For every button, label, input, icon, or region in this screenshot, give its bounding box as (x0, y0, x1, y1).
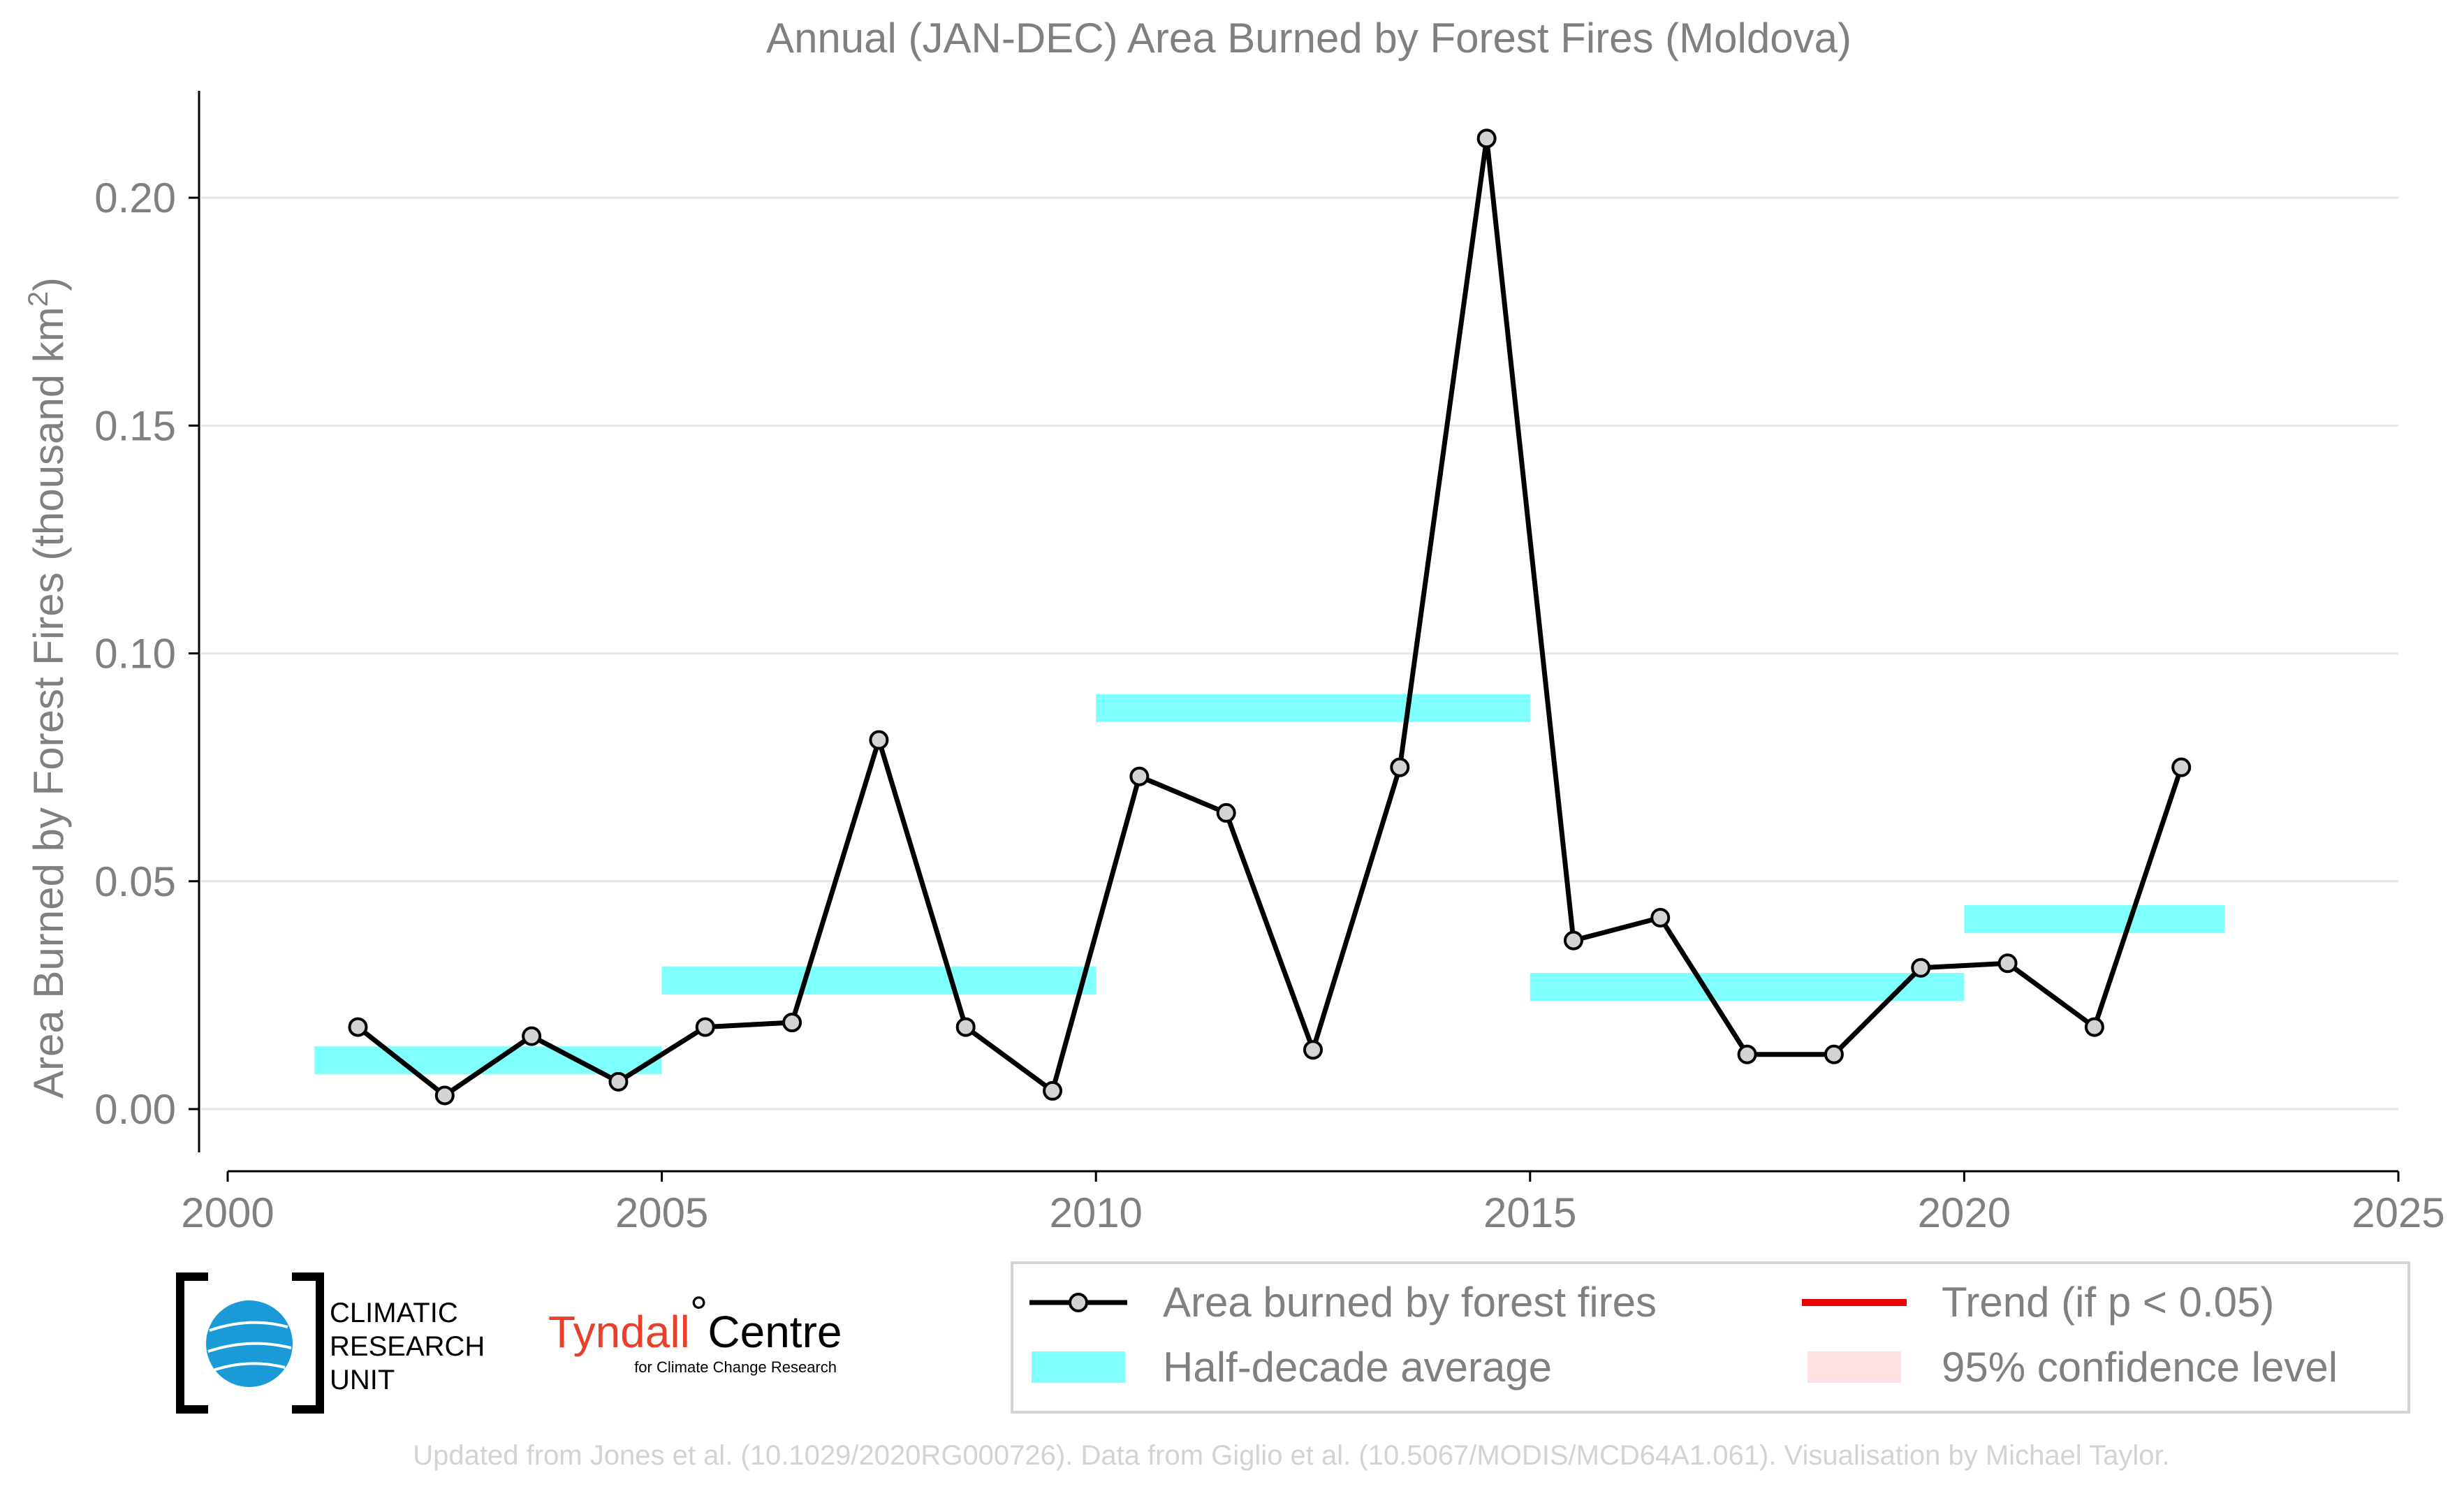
x-tick-label: 2025 (2352, 1189, 2444, 1236)
series-line (356, 135, 2184, 1098)
data-point (869, 730, 889, 750)
x-tick-label: 2020 (1918, 1189, 2011, 1236)
data-point (348, 1017, 368, 1037)
cru-logo-line-3: UNIT (330, 1365, 395, 1395)
data-point (608, 1071, 629, 1092)
y-tick-label: 0.00 (94, 1086, 176, 1133)
data-point (1043, 1080, 1063, 1101)
y-tick-label: 0.15 (94, 402, 176, 449)
data-point (2171, 757, 2192, 777)
y-axis-label: Area Burned by Forest Fires (thousand km… (23, 277, 72, 1099)
data-point (1563, 930, 1583, 951)
legend-marker-swatch (1069, 1293, 1088, 1312)
x-tick-label: 2000 (181, 1189, 274, 1236)
half-decade-bands (314, 694, 2225, 1075)
legend-half-decade-swatch (1032, 1351, 1125, 1383)
globe-lines (207, 1321, 292, 1372)
data-point (2084, 1017, 2104, 1037)
axes: 0.00 0.05 0.10 0.15 0.20 2000 2005 2010 2015 2020… (94, 91, 2445, 1236)
data-point (1216, 802, 1236, 823)
chart-title: Annual (JAN-DEC) Area Burned by Forest F… (766, 15, 1851, 61)
data-point (522, 1026, 542, 1046)
cru-logo-line-1: CLIMATIC (330, 1298, 458, 1328)
y-axis-label-close: ) (25, 277, 72, 291)
data-point (695, 1017, 715, 1037)
tyndall-centre: Centre (707, 1307, 842, 1357)
data-point (955, 1017, 976, 1037)
legend-label-half-decade: Half-decade average (1163, 1344, 1552, 1391)
data-point (782, 1013, 802, 1033)
half-decade-bar (314, 1046, 662, 1075)
data-point (1650, 907, 1671, 927)
y-axis-label-main: Area Burned by Forest Fires (thousand km (25, 307, 72, 1099)
legend-label-area-burned: Area burned by forest fires (1163, 1279, 1657, 1326)
cru-bracket-left (176, 1272, 208, 1414)
data-point (1737, 1044, 1757, 1064)
legend-label-confidence: 95% confidence level (1942, 1344, 2338, 1391)
tyndall-wordmark: Tyndall°Centre (548, 1287, 842, 1357)
y-tick-label: 0.20 (94, 175, 176, 221)
data-point (434, 1085, 455, 1106)
legend-label-trend: Trend (if p < 0.05) (1942, 1279, 2274, 1326)
data-point (1997, 953, 2018, 974)
grid-lines (201, 196, 2398, 1110)
data-point (1911, 958, 1931, 978)
data-point (1129, 766, 1150, 786)
y-axis-label-superscript: 2 (23, 291, 54, 307)
data-point (1390, 757, 1410, 777)
cru-logo-line-2: RESEARCH (330, 1331, 485, 1362)
legend: Area burned by forest fires Trend (if p … (1011, 1261, 2410, 1414)
tyndall-logo: Tyndall°Centre for Climate Change Resear… (548, 1287, 842, 1376)
data-point (1303, 1040, 1323, 1060)
tyndall-subtitle: for Climate Change Research (634, 1358, 837, 1376)
half-decade-bar (1096, 694, 1530, 722)
y-tick-label: 0.10 (94, 631, 176, 677)
half-decade-bar (661, 967, 1097, 995)
footer-credits: Updated from Jones et al. (10.1029/2020R… (413, 1440, 2169, 1471)
cru-logo: CLIMATIC RESEARCH UNIT (176, 1272, 485, 1414)
tyndall-degree: ° (690, 1287, 708, 1337)
legend-frame (1011, 1261, 2410, 1414)
tyndall-name: Tyndall (548, 1307, 690, 1357)
x-tick-label: 2010 (1049, 1189, 1142, 1236)
y-tick-label: 0.05 (94, 858, 176, 905)
legend-confidence-swatch (1807, 1351, 1901, 1383)
x-tick-label: 2015 (1483, 1189, 1576, 1236)
cru-bracket-right (292, 1272, 324, 1414)
half-decade-bar (1964, 904, 2225, 933)
data-point (1824, 1044, 1844, 1064)
x-tick-label: 2005 (615, 1189, 708, 1236)
data-point (1476, 129, 1497, 149)
series-area-burned (348, 129, 2192, 1106)
